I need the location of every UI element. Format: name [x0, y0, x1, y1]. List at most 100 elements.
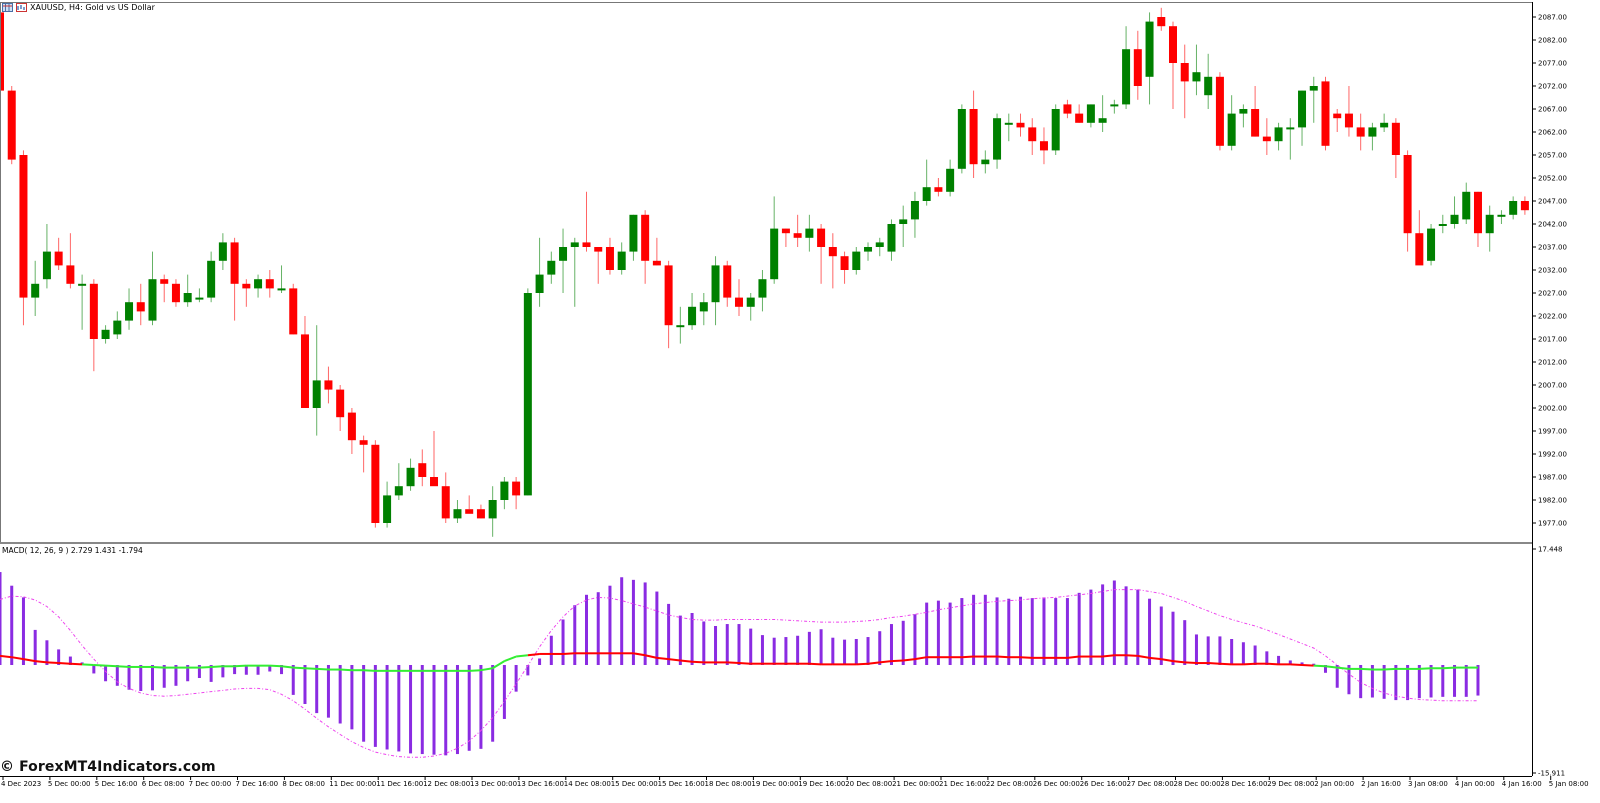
macd-histogram-bar: [796, 635, 800, 665]
macd-trend-line: [35, 660, 48, 664]
macd-histogram-bar: [526, 665, 530, 676]
macd-histogram-bar: [1476, 665, 1480, 696]
macd-pane[interactable]: [0, 572, 1480, 758]
macd-histogram-bar: [1335, 665, 1339, 688]
candle: [300, 316, 309, 408]
macd-histogram-bar: [561, 619, 565, 665]
candle: [699, 293, 708, 326]
price-pane[interactable]: [0, 7, 1529, 537]
time-tick-label: 26 Dec 16:00: [1080, 780, 1127, 788]
candle: [770, 196, 779, 284]
macd-histogram-bar: [1300, 662, 1304, 665]
macd-trend-line: [1313, 664, 1326, 668]
candle: [500, 477, 509, 510]
macd-trend-line: [1020, 656, 1033, 659]
candle: [1262, 118, 1271, 155]
macd-trend-line: [152, 665, 165, 669]
macd-tick-label: 17.448: [1538, 546, 1563, 554]
macd-histogram-bar: [936, 600, 940, 665]
macd-trend-line: [727, 661, 740, 665]
macd-trend-line: [644, 654, 658, 659]
candle: [42, 224, 51, 289]
candle: [1122, 26, 1131, 109]
candle: [1520, 196, 1529, 215]
candle: [0, 12, 4, 96]
macd-histogram-bar: [280, 665, 284, 675]
macd-histogram-bar: [749, 628, 753, 665]
macd-histogram-bar: [620, 577, 624, 665]
candle: [19, 150, 28, 326]
candle: [430, 431, 439, 487]
candle: [394, 463, 403, 500]
candle: [31, 260, 40, 316]
candle: [1063, 99, 1072, 119]
macd-histogram-bar: [1030, 598, 1034, 665]
candle: [1251, 86, 1260, 137]
candle: [1028, 118, 1037, 155]
macd-trend-line: [316, 667, 329, 671]
macd-trend-line: [680, 659, 693, 663]
time-tick-label: 4 Jan 00:00: [1455, 780, 1495, 788]
macd-trend-line: [93, 664, 106, 667]
macd-histogram-bar: [444, 665, 448, 756]
candle: [688, 293, 697, 330]
macd-signal-line: [0, 589, 1478, 758]
macd-histogram-bar: [1019, 596, 1023, 665]
macd-trend-line: [504, 655, 517, 663]
macd-histogram-bar: [843, 639, 847, 665]
macd-trend-line: [480, 667, 493, 672]
macd-trend-line: [1067, 655, 1080, 659]
price-tick-label: 2017.00: [1538, 336, 1567, 344]
macd-histogram-bar: [655, 591, 659, 665]
macd-histogram-bar: [1265, 651, 1269, 665]
candle: [1368, 122, 1377, 151]
candle: [547, 251, 556, 284]
candle: [406, 458, 415, 491]
macd-histogram-bar: [1370, 665, 1374, 698]
macd-histogram-bar: [0, 572, 2, 665]
macd-histogram-bar: [866, 637, 870, 665]
candle: [277, 265, 286, 293]
macd-histogram-bar: [1183, 620, 1187, 665]
macd-histogram-bar: [162, 665, 166, 688]
macd-histogram-bar: [350, 665, 354, 730]
macd-trend-line: [1161, 658, 1174, 663]
macd-histogram-bar: [1382, 665, 1386, 699]
macd-trend-line: [1419, 667, 1432, 670]
macd-trend-line: [1219, 662, 1232, 666]
candle: [1450, 196, 1459, 229]
macd-histogram-bar: [326, 665, 330, 718]
price-tick-label: 2072.00: [1538, 83, 1567, 91]
macd-histogram-bar: [1230, 639, 1234, 665]
macd-histogram-bar: [1417, 665, 1421, 699]
macd-trend-line: [1172, 660, 1185, 664]
time-tick-label: 15 Dec 16:00: [658, 780, 705, 788]
time-tick-label: 5 Dec 16:00: [95, 780, 138, 788]
macd-trend-line: [23, 658, 36, 663]
macd-histogram-bar: [784, 637, 788, 665]
macd-histogram-bar: [1277, 655, 1281, 665]
macd-histogram-bar: [139, 665, 143, 691]
macd-trend-line: [1301, 664, 1314, 667]
macd-trend-line: [1325, 665, 1338, 669]
macd-trend-line: [738, 662, 751, 665]
macd-histogram-bar: [1042, 597, 1046, 665]
time-tick-label: 11 Dec 16:00: [376, 780, 423, 788]
candle: [793, 214, 802, 247]
candle: [828, 233, 837, 289]
time-tick-label: 13 Dec 16:00: [517, 780, 564, 788]
time-tick-label: 19 Dec 00:00: [751, 780, 798, 788]
time-tick-label: 18 Dec 08:00: [705, 780, 752, 788]
macd-histogram-bar: [174, 665, 178, 686]
candle: [1321, 76, 1330, 151]
candle: [641, 210, 650, 284]
candle: [1356, 113, 1365, 151]
candle: [910, 191, 919, 238]
macd-trend-line: [1442, 666, 1455, 670]
candle: [817, 224, 826, 284]
time-tick-label: 26 Dec 00:00: [1033, 780, 1080, 788]
chart-title-text: XAUUSD, H4: Gold vs US Dollar: [30, 3, 155, 12]
bar-chart-icon: [16, 3, 27, 12]
macd-trend-line: [856, 662, 869, 666]
